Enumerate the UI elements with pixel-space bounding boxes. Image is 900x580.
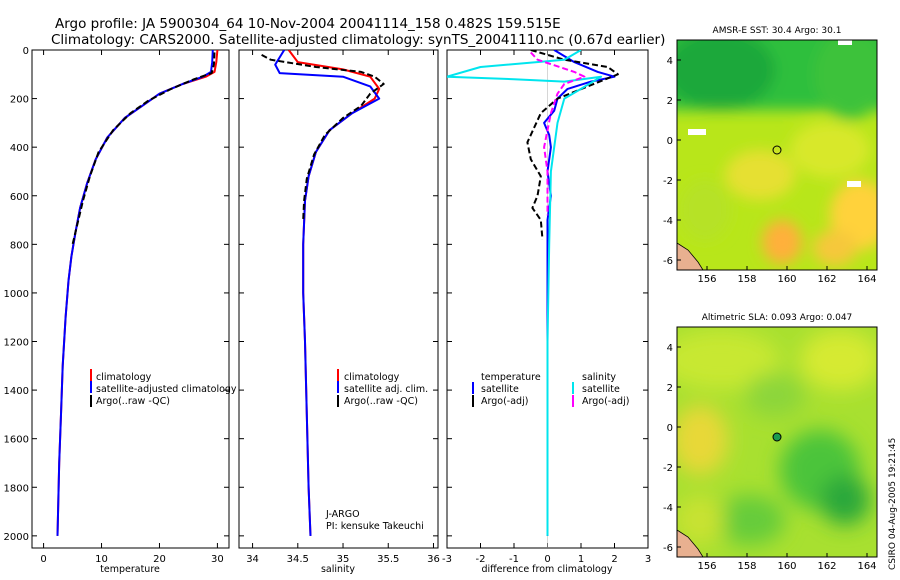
title-line-1: Argo profile: JA 5900304_64 10-Nov-2004 … (55, 16, 561, 32)
temperature-xtick-label: 0 (40, 554, 46, 565)
depth-ytick-label: 1800 (4, 483, 29, 494)
sst_map-xtick-label: 164 (857, 274, 876, 285)
sst_map-ytick-label: 0 (667, 136, 673, 147)
sla_map-ytick-label: 4 (667, 343, 673, 354)
sla-map-title: Altimetric SLA: 0.093 Argo: 0.047 (702, 313, 853, 323)
legend-diff-ssat-label: satellite (582, 384, 620, 395)
credit-text: CSIRO 04-Aug-2005 19:21:45 (888, 438, 898, 570)
sla_map-ytick-label: -6 (663, 543, 673, 554)
depth-ytick-label: 600 (10, 192, 29, 203)
figure: Argo profile: JA 5900304_64 10-Nov-2004 … (0, 0, 900, 580)
sla_map-xtick-label: 162 (817, 561, 836, 572)
legend-sal-climatology-label: climatology (344, 372, 400, 383)
depth-ytick-label: 1400 (4, 386, 29, 397)
sla-profile-marker (773, 433, 781, 441)
difference-panel: -3 -2 -1 0 1 2 3 difference from climatology t… (442, 50, 651, 575)
sla_map-xtick-label: 158 (737, 561, 756, 572)
pi-annotation-1: J-ARGO (325, 509, 360, 520)
sst_map-xtick-label: 156 (697, 274, 716, 285)
depth-ytick-label: 200 (10, 95, 29, 106)
sla_map-ytick-label: 2 (667, 383, 673, 394)
sla-map: Altimetric SLA: 0.093 Argo: 0.047 156 158… (660, 313, 880, 572)
salinity-xtick-label: 36 (427, 554, 440, 565)
title-line-2: Climatology: CARS2000. Satellite-adjuste… (51, 32, 665, 48)
legend-diff-sargo-label: Argo(-adj) (582, 396, 629, 407)
salinity-xtick-label: 35.5 (377, 554, 399, 565)
sla_map-ytick-label: -2 (663, 463, 673, 474)
sla_map-xtick-label: 160 (777, 561, 796, 572)
sla_map-xtick-label: 164 (857, 561, 876, 572)
depth-ytick-label: 0 (23, 46, 29, 57)
sst_map-ytick-label: -4 (663, 216, 673, 227)
sla_map-xtick-label: 156 (697, 561, 716, 572)
temperature-panel: 0 10 20 30 0 200 400 600 800 1000 1200 1400 1600 1800… (4, 46, 237, 575)
sla_map-ytick-label: -4 (663, 503, 673, 514)
temperature-plot-frame (32, 50, 229, 548)
sst_map-ytick-label: 2 (667, 96, 673, 107)
depth-ytick-label: 400 (10, 143, 29, 154)
sst_map-ytick-label: 4 (667, 56, 673, 67)
depth-ytick-label: 1600 (4, 435, 29, 446)
legend-diff-temperature-title: temperature (481, 372, 541, 383)
difference-xtick-label: 3 (645, 554, 651, 565)
legend-satellite-label: satellite-adjusted climatology (96, 384, 237, 395)
sst-missing-data-2 (847, 181, 861, 187)
sla_map-ytick-label: 0 (667, 423, 673, 434)
sst-missing-data-1 (688, 129, 706, 135)
legend-sal-argo-label: Argo(..raw -QC) (344, 396, 418, 407)
sst_map-xtick-label: 158 (737, 274, 756, 285)
sst-missing-data-3 (838, 40, 852, 45)
salinity-xlabel: salinity (321, 564, 355, 575)
sst_map-ytick-label: -6 (663, 256, 673, 267)
salinity-xtick-label: 34 (246, 554, 259, 565)
depth-ytick-label: 800 (10, 240, 29, 251)
sst_map-xtick-label: 160 (777, 274, 796, 285)
temperature-xlabel: temperature (100, 564, 160, 575)
pi-annotation-2: PI: kensuke Takeuchi (326, 521, 424, 532)
sst-map-title: AMSR-E SST: 30.4 Argo: 30.1 (713, 26, 842, 36)
legend-diff-tsat-label: satellite (481, 384, 519, 395)
legend-climatology-label: climatology (96, 372, 152, 383)
legend-sal-satellite-label: satellite adj. clim. (344, 384, 428, 395)
legend-diff-targo-label: Argo(-adj) (481, 396, 528, 407)
depth-ytick-label: 1200 (4, 338, 29, 349)
salinity-plot-frame (239, 50, 438, 548)
legend-diff-salinity-title: salinity (582, 372, 616, 383)
salinity-xtick-label: 34.5 (287, 554, 309, 565)
temperature-xtick-label: 30 (211, 554, 224, 565)
legend-argo-label: Argo(..raw -QC) (96, 396, 170, 407)
difference-xtick-label: -3 (442, 554, 452, 565)
salinity-panel: 34 34.5 35 35.5 36 salinity climatology sate… (239, 50, 440, 575)
depth-ytick-label: 2000 (4, 532, 29, 543)
sst_map-ytick-label: -2 (663, 176, 673, 187)
difference-xlabel: difference from climatology (481, 564, 612, 575)
sst_map-xtick-label: 162 (817, 274, 836, 285)
depth-ytick-label: 1000 (4, 289, 29, 300)
sst-map: AMSR-E SST: 30.4 Argo: 30.1 156 158 160 162… (660, 25, 900, 285)
